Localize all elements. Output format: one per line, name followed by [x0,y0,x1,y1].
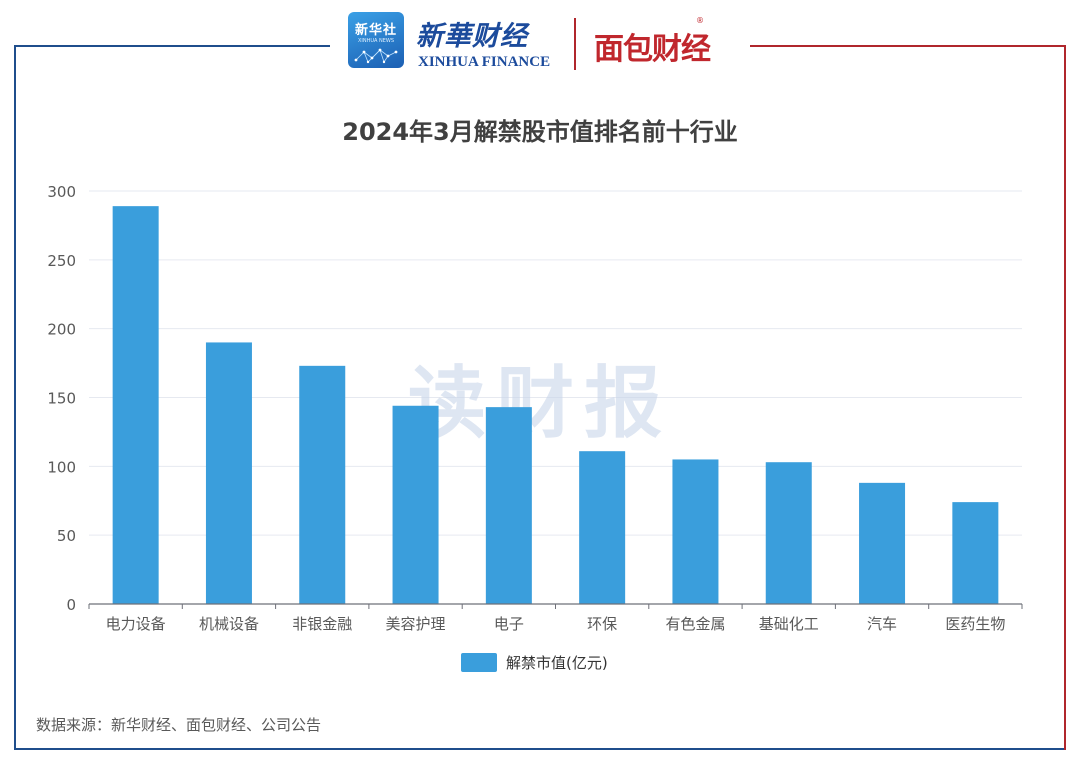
x-tick-label: 美容护理 [386,615,446,633]
xinhua-logo-sub: XINHUA NEWS [357,38,395,44]
mianbao-logo: 面包财经 [594,32,711,67]
xinhua-logo: 新华社 XINHUA NEWS [348,12,404,68]
bar[interactable] [485,407,532,604]
y-tick-label: 150 [47,390,76,408]
brand-name-en: XINHUA FINANCE [418,54,551,70]
y-tick-label: 300 [47,183,76,201]
bar[interactable] [952,502,999,604]
chart-title: 2024年3月解禁股市值排名前十行业 [342,118,738,146]
bar[interactable] [859,482,906,604]
x-tick-label: 电子 [494,615,524,633]
bar[interactable] [205,342,252,604]
registered-mark: ® [696,16,704,25]
bar[interactable] [765,462,812,604]
bar[interactable] [392,405,439,604]
bar[interactable] [299,365,346,604]
xinhua-logo-text: 新华社 [354,23,397,38]
legend-swatch [461,653,497,672]
frame-bottom-line [14,748,1066,750]
x-tick-label: 非银金融 [292,615,352,633]
y-tick-label: 200 [47,321,76,339]
x-tick-label: 医药生物 [945,615,1005,633]
x-tick-label: 电力设备 [106,615,166,633]
x-tick-label: 机械设备 [199,615,259,633]
x-tick-label: 有色金属 [665,615,725,633]
legend-label: 解禁市值(亿元) [506,654,608,672]
frame-right-line [1064,45,1066,750]
y-tick-label: 100 [47,458,76,476]
brand-name-cn: 新華财经 [416,21,528,52]
bar[interactable] [112,206,159,605]
frame-left-line [14,45,16,750]
network-icon [354,48,398,64]
x-tick-label: 基础化工 [759,615,819,633]
header-divider [574,18,576,70]
source-note: 数据来源：新华财经、面包财经、公司公告 [36,716,322,734]
y-tick-label: 0 [66,596,76,614]
bar[interactable] [672,459,719,604]
frame-top-right-line [748,45,1066,47]
header: 新华社 XINHUA NEWS 新華财经 XINHUA FINANCE 面包财经… [330,4,750,76]
watermark: 读财报 [408,359,672,449]
bar[interactable] [579,451,626,604]
x-tick-label: 汽车 [867,615,897,633]
axes: 0 50 100 150 200 250 300 电力设备 机械设备 非银金融 美容护理 电子 环保 有色… [47,183,1023,633]
y-tick-label: 250 [47,252,76,270]
x-tick-label: 环保 [587,615,617,633]
y-tick-label: 50 [57,527,76,545]
legend[interactable]: 解禁市值(亿元) [461,653,608,672]
frame-top-left-line [14,45,334,47]
bars [112,206,999,605]
